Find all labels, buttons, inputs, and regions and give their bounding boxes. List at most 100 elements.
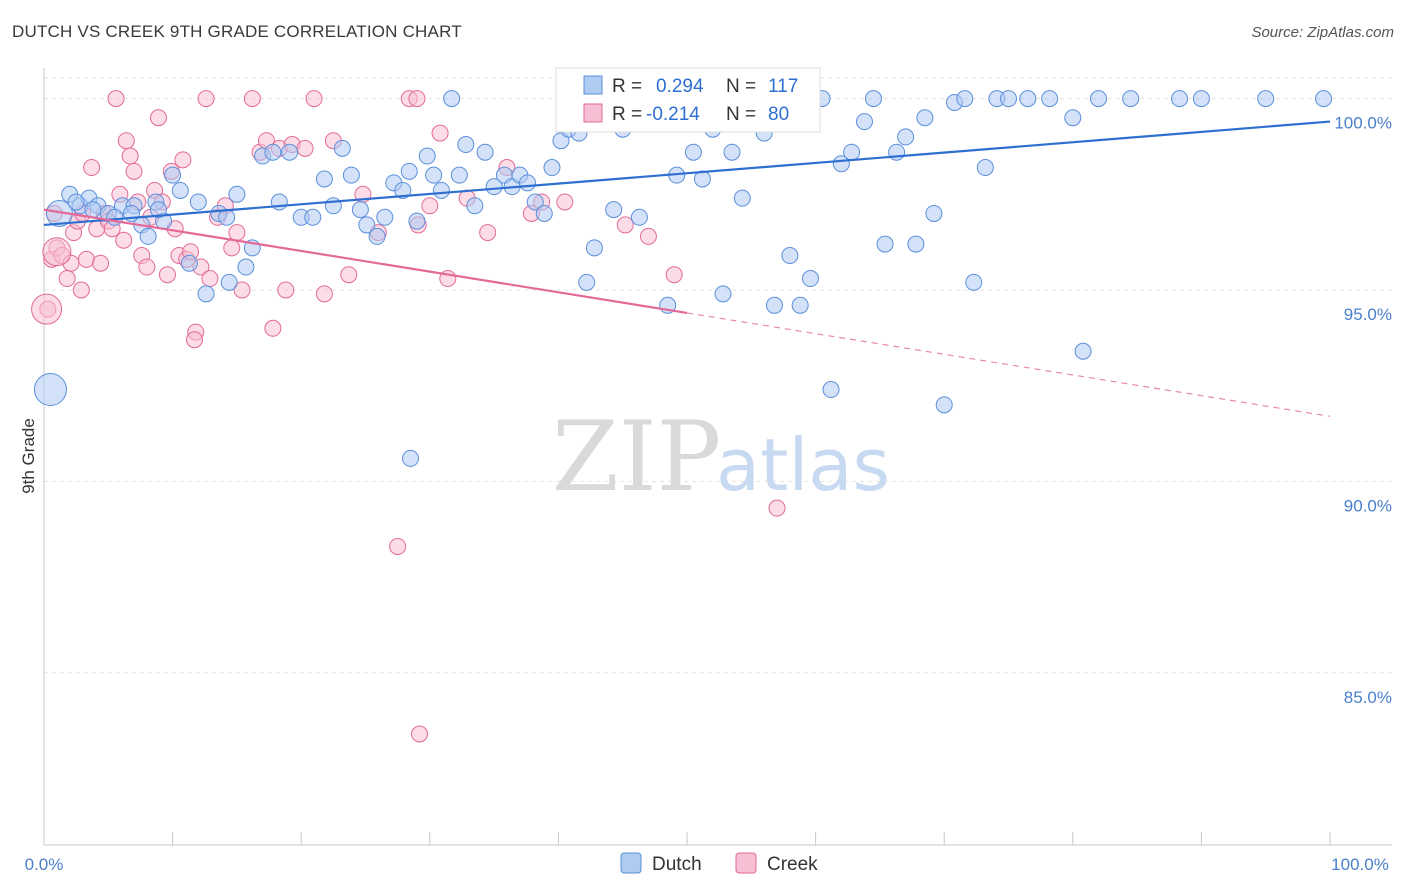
dutch-point (342, 166, 360, 184)
dutch-point (935, 396, 953, 414)
creek-point (92, 254, 110, 272)
dutch-point (1171, 90, 1189, 108)
creek-point (115, 231, 133, 249)
dutch-point (781, 247, 799, 265)
dutch-point (864, 90, 882, 108)
axes (43, 68, 1392, 846)
dutch-point (925, 204, 943, 222)
creek-point (83, 159, 101, 177)
dutch-point (228, 185, 246, 203)
legend-creek-n-label: N = (726, 104, 756, 125)
dutch-point (358, 216, 376, 234)
creek-point (277, 281, 295, 299)
creek-trend-line (43, 208, 688, 315)
creek-point (72, 281, 90, 299)
y-tick-label: 90.0% (1344, 496, 1392, 515)
dutch-point (220, 273, 238, 291)
dutch-point (801, 270, 819, 288)
creek-point (768, 499, 786, 517)
dutch-point (418, 147, 436, 165)
legend-dutch-r-label: R = (612, 76, 642, 97)
dutch-point (1064, 109, 1082, 127)
dutch-point (180, 254, 198, 272)
creek-point (296, 139, 314, 157)
dutch-point (791, 296, 809, 314)
dutch-point (149, 201, 167, 219)
creek-point (223, 239, 241, 257)
dutch-point (408, 212, 426, 230)
creek-point (233, 281, 251, 299)
y-tick-label: 95.0% (1344, 305, 1392, 324)
dutch-point (976, 159, 994, 177)
dutch-point (916, 109, 934, 127)
creek-point (243, 90, 261, 108)
creek-point (431, 124, 449, 142)
creek-point (125, 162, 143, 180)
dutch-point (578, 273, 596, 291)
creek-point (58, 270, 76, 288)
dutch-point (189, 193, 207, 211)
dutch-point (171, 181, 189, 199)
watermark-atlas: atlas (716, 423, 890, 507)
creek-point (264, 319, 282, 337)
creek-point (421, 197, 439, 215)
dutch-point (485, 178, 503, 196)
dutch-point (237, 258, 255, 276)
dutch-point (535, 204, 553, 222)
creek-point (665, 266, 683, 284)
dutch-point (264, 143, 282, 161)
correlation-legend: R = 0.294 N = 117 R = -0.214 N = 80 (555, 67, 821, 133)
creek-point (556, 193, 574, 211)
dutch-point (897, 128, 915, 146)
dutch-point (394, 181, 412, 199)
bottom-legend-swatch-dutch (620, 852, 642, 874)
dutch-point (585, 239, 603, 257)
dutch-point (315, 170, 333, 188)
creek-point (107, 90, 125, 108)
dutch-point (400, 162, 418, 180)
dutch-point (67, 193, 85, 211)
legend-dutch-r-value: 0.294 (656, 76, 704, 97)
dutch-point (723, 143, 741, 161)
dutch-point (630, 208, 648, 226)
dutch-point (907, 235, 925, 253)
dutch-point (164, 166, 182, 184)
creek-point (305, 90, 323, 108)
creek-point (228, 224, 246, 242)
creek-point (185, 331, 203, 349)
legend-creek-r-value: -0.214 (646, 104, 700, 125)
dutch-point (765, 296, 783, 314)
creek-point (138, 258, 156, 276)
creek-point (616, 216, 634, 234)
creek-point (315, 285, 333, 303)
dutch-point (956, 90, 974, 108)
creek-point (340, 266, 358, 284)
dutch-point (855, 113, 873, 131)
creek-point (389, 537, 407, 555)
y-tick-label: 100.0% (1334, 114, 1392, 133)
dutch-point (457, 136, 475, 154)
dutch-point (466, 197, 484, 215)
dutch-point (1315, 90, 1333, 108)
creek-point (411, 725, 429, 743)
legend-creek-n-value: 80 (768, 104, 789, 125)
creek-point (149, 109, 167, 127)
dutch-point (822, 381, 840, 399)
dutch-point (843, 143, 861, 161)
dutch-point (876, 235, 894, 253)
creek-trend-extension (686, 312, 1331, 417)
dutch-point (443, 90, 461, 108)
creek-point (201, 270, 219, 288)
dutch-point (351, 201, 369, 219)
bottom-legend-dutch: Dutch (652, 854, 702, 875)
dutch-point (476, 143, 494, 161)
dutch-point (425, 166, 443, 184)
gridlines (44, 77, 1392, 674)
dutch-point (84, 201, 102, 219)
series-legend: Dutch Creek (620, 852, 818, 875)
legend-dutch-n-label: N = (726, 76, 756, 97)
creek-point (31, 293, 63, 325)
dutch-point (733, 189, 751, 207)
y-axis-title: 9th Grade (19, 418, 38, 494)
